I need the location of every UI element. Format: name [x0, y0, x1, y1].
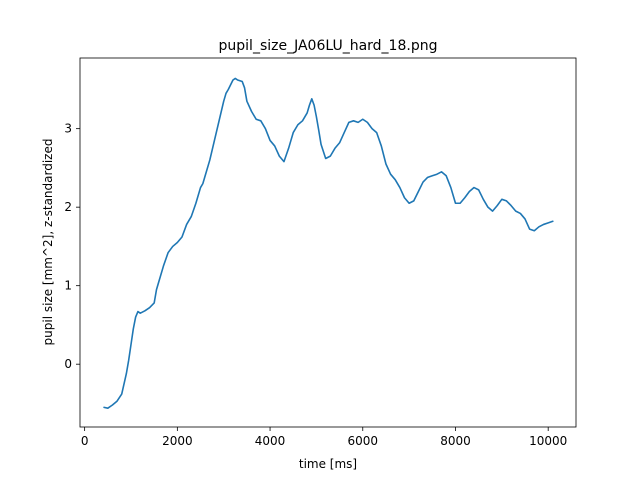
x-tick-label: 8000	[440, 434, 471, 448]
x-tick-label: 2000	[162, 434, 193, 448]
y-axis-ticks: 0 1 2 3	[64, 122, 80, 371]
x-tick-label: 4000	[255, 434, 286, 448]
x-axis-label: time [ms]	[299, 457, 357, 471]
y-axis-label: pupil size [mm^2], z-standardized	[41, 139, 55, 346]
axes-frame	[79, 57, 577, 428]
x-tick-label: 6000	[347, 434, 378, 448]
x-axis-ticks: 0 2000 4000 6000 8000 10000	[81, 427, 567, 448]
y-tick-label: 3	[64, 122, 72, 136]
x-tick-label: 0	[81, 434, 89, 448]
y-tick-label: 2	[64, 200, 72, 214]
series-line	[103, 77, 554, 409]
plot-area	[103, 77, 554, 409]
chart-title: pupil_size_JA06LU_hard_18.png	[219, 38, 438, 54]
y-tick-label: 1	[64, 279, 72, 293]
x-tick-label: 10000	[529, 434, 567, 448]
y-tick-label: 0	[64, 357, 72, 371]
